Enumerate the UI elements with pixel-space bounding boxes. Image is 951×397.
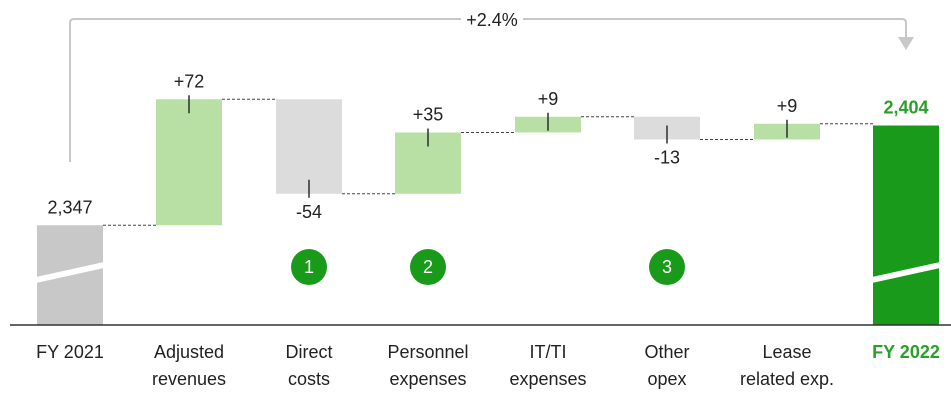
value-label: -13	[654, 148, 680, 168]
axis-break	[36, 262, 104, 283]
value-label: -54	[296, 202, 322, 222]
decrease-bar	[276, 99, 342, 194]
bars	[36, 99, 940, 325]
value-label: +9	[777, 96, 798, 116]
step-badge-number: 3	[662, 257, 672, 277]
change-annotation: +2.4%	[466, 10, 518, 30]
category-label: Personnel	[387, 342, 468, 362]
connector-lines	[103, 98, 873, 226]
category-label: Direct	[285, 342, 332, 362]
category-label: IT/TI	[530, 342, 567, 362]
category-label: expenses	[389, 369, 466, 389]
step-badge	[291, 249, 327, 285]
step-badge	[410, 249, 446, 285]
bar-ticks	[188, 95, 788, 198]
category-label: FY 2021	[36, 342, 104, 362]
category-label: revenues	[152, 369, 226, 389]
category-label: FY 2022	[872, 342, 940, 362]
change-bracket: +2.4%	[69, 10, 914, 162]
category-label: related exp.	[740, 369, 834, 389]
category-label: Other	[644, 342, 689, 362]
badges: 1 2 3	[291, 249, 685, 285]
bracket-left	[69, 18, 461, 162]
value-label: +35	[413, 105, 444, 125]
step-badge	[649, 249, 685, 285]
increase-bar	[156, 99, 222, 226]
total-value-label: 2,404	[883, 98, 928, 118]
category-label: Adjusted	[154, 342, 224, 362]
category-label: expenses	[509, 369, 586, 389]
value-labels: 2,347 +72 -54 +35 +9 -13 +9 2,404	[47, 71, 928, 222]
category-label: costs	[288, 369, 330, 389]
value-label: +72	[174, 71, 205, 91]
value-label: +9	[538, 89, 559, 109]
total-bar	[873, 125, 939, 325]
step-badge-number: 2	[423, 257, 433, 277]
bracket-arrow-icon	[898, 37, 914, 50]
category-label: Lease	[762, 342, 811, 362]
category-labels: FY 2021 Adjusted revenues Direct costs Person…	[36, 342, 940, 389]
category-label: opex	[647, 369, 686, 389]
bracket-right	[523, 18, 907, 38]
total-value-label: 2,347	[47, 197, 92, 217]
step-badge-number: 1	[304, 257, 314, 277]
axis-break	[872, 262, 940, 283]
